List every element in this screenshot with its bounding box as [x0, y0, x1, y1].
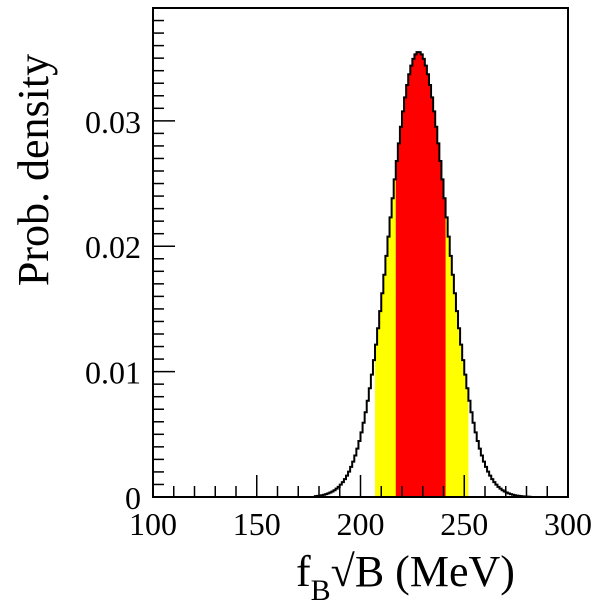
x-tick-label: 300 [544, 506, 592, 542]
x-tick-label: 100 [129, 506, 177, 542]
y-tick-label: 0 [125, 480, 141, 516]
y-tick-label: 0.02 [85, 229, 141, 265]
x-axis-title-subscript: B [311, 574, 331, 604]
confidence-bands [375, 52, 469, 498]
x-axis-title-rest: √B (MeV) [331, 547, 515, 596]
plot-frame [152, 7, 569, 498]
plot-area [152, 7, 569, 498]
inner-band [395, 52, 446, 498]
axis-ticks [152, 19, 569, 498]
y-tick-label: 0.01 [85, 355, 141, 391]
x-tick-label: 250 [440, 506, 488, 542]
x-axis-title-f: f [296, 547, 311, 596]
y-tick-label: 0.03 [85, 104, 141, 140]
y-axis-title: Prob. density [9, 54, 58, 286]
x-tick-label: 200 [337, 506, 385, 542]
x-axis-title: fB√B (MeV) [296, 547, 515, 604]
y-axis: 0 0.01 0.02 0.03 Prob. density [9, 54, 141, 516]
histogram-outline [153, 51, 568, 498]
x-axis: 100 150 200 250 300 fB√B (MeV) [129, 506, 592, 604]
x-tick-labels: 100 150 200 250 300 [129, 506, 592, 542]
y-tick-labels: 0 0.01 0.02 0.03 [85, 104, 141, 516]
x-tick-label: 150 [233, 506, 281, 542]
